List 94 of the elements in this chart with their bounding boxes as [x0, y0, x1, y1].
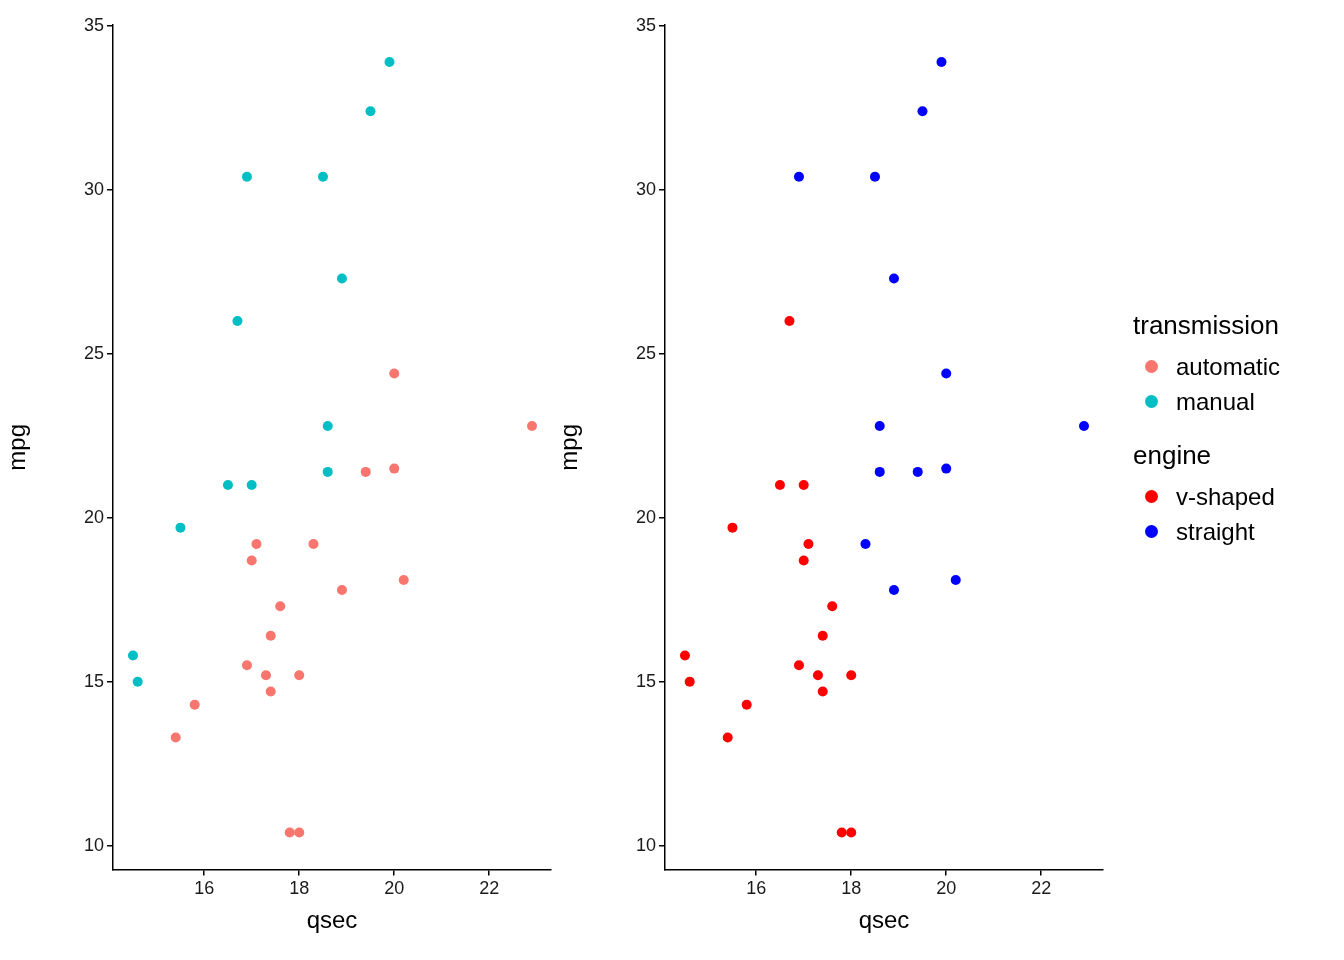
point	[793, 660, 804, 671]
point	[722, 732, 733, 743]
point	[798, 555, 809, 566]
y-axis-title: mpg	[555, 423, 583, 471]
point	[384, 57, 395, 68]
point	[389, 463, 400, 474]
y-tick-label: 35	[83, 14, 104, 35]
point	[284, 827, 295, 838]
x-axis-title: qsec	[306, 906, 358, 934]
point	[175, 522, 186, 533]
x-axis-title: qsec	[858, 906, 910, 934]
point	[912, 466, 923, 477]
x-tick-label: 18	[289, 878, 310, 899]
point	[389, 368, 400, 379]
point	[936, 57, 947, 68]
point	[846, 827, 857, 838]
point	[741, 699, 752, 710]
y-tick-label: 30	[83, 178, 104, 199]
y-tick-label: 20	[83, 506, 104, 527]
point	[294, 827, 305, 838]
point	[241, 660, 252, 671]
point	[398, 575, 409, 586]
x-tick-label: 20	[936, 878, 957, 899]
legend-title: transmission	[1133, 310, 1280, 341]
x-tick-label: 18	[841, 878, 862, 899]
y-tick-label: 15	[83, 670, 104, 691]
x-tick-label: 20	[384, 878, 405, 899]
point	[888, 273, 899, 284]
point	[365, 106, 376, 117]
point	[336, 273, 347, 284]
point	[170, 732, 181, 743]
x-tick-label: 16	[746, 878, 767, 899]
x-tick-label: 22	[1031, 878, 1052, 899]
point	[793, 171, 804, 182]
point	[874, 466, 885, 477]
y-tick-label: 35	[635, 14, 656, 35]
point	[798, 480, 809, 491]
point	[260, 670, 271, 681]
point	[322, 420, 333, 431]
point	[322, 466, 333, 477]
point	[294, 670, 305, 681]
y-tick-label: 20	[635, 506, 656, 527]
point	[684, 676, 695, 687]
point	[317, 171, 328, 182]
point	[132, 676, 143, 687]
point	[527, 420, 537, 431]
y-tick-label: 30	[635, 178, 656, 199]
x-tick-label: 22	[479, 878, 500, 899]
point	[1079, 420, 1089, 431]
point	[679, 650, 690, 661]
legend-label: manual	[1175, 386, 1256, 417]
x-tick-label: 16	[194, 878, 215, 899]
legend-label: v-shaped	[1175, 481, 1276, 512]
point	[336, 584, 347, 595]
point	[246, 555, 257, 566]
point	[817, 630, 828, 641]
point	[784, 316, 795, 327]
point	[860, 539, 871, 550]
point	[950, 575, 961, 586]
point	[127, 650, 138, 661]
point	[308, 539, 319, 550]
y-tick-label: 25	[635, 342, 656, 363]
point	[888, 584, 899, 595]
y-axis-title: mpg	[3, 423, 31, 471]
point	[846, 670, 857, 681]
y-tick-label: 15	[635, 670, 656, 691]
point	[836, 827, 847, 838]
legend-title: engine	[1133, 440, 1213, 471]
point	[222, 480, 233, 491]
y-tick-label: 10	[83, 834, 104, 855]
point	[265, 686, 276, 697]
point	[874, 420, 885, 431]
legend-label: automatic	[1175, 351, 1282, 382]
point	[941, 368, 952, 379]
point	[869, 171, 880, 182]
point	[189, 699, 200, 710]
y-tick-label: 25	[83, 342, 104, 363]
point	[803, 539, 814, 550]
point	[817, 686, 828, 697]
point	[265, 630, 276, 641]
point	[360, 466, 371, 477]
point	[774, 480, 785, 491]
point	[941, 463, 952, 474]
y-tick-label: 10	[635, 834, 656, 855]
point	[827, 601, 838, 612]
point	[232, 316, 243, 327]
point	[246, 480, 257, 491]
legend-label: straight	[1175, 516, 1256, 547]
point	[917, 106, 928, 117]
point	[275, 601, 286, 612]
point	[812, 670, 823, 681]
point	[727, 522, 738, 533]
point	[251, 539, 262, 550]
point	[241, 171, 252, 182]
